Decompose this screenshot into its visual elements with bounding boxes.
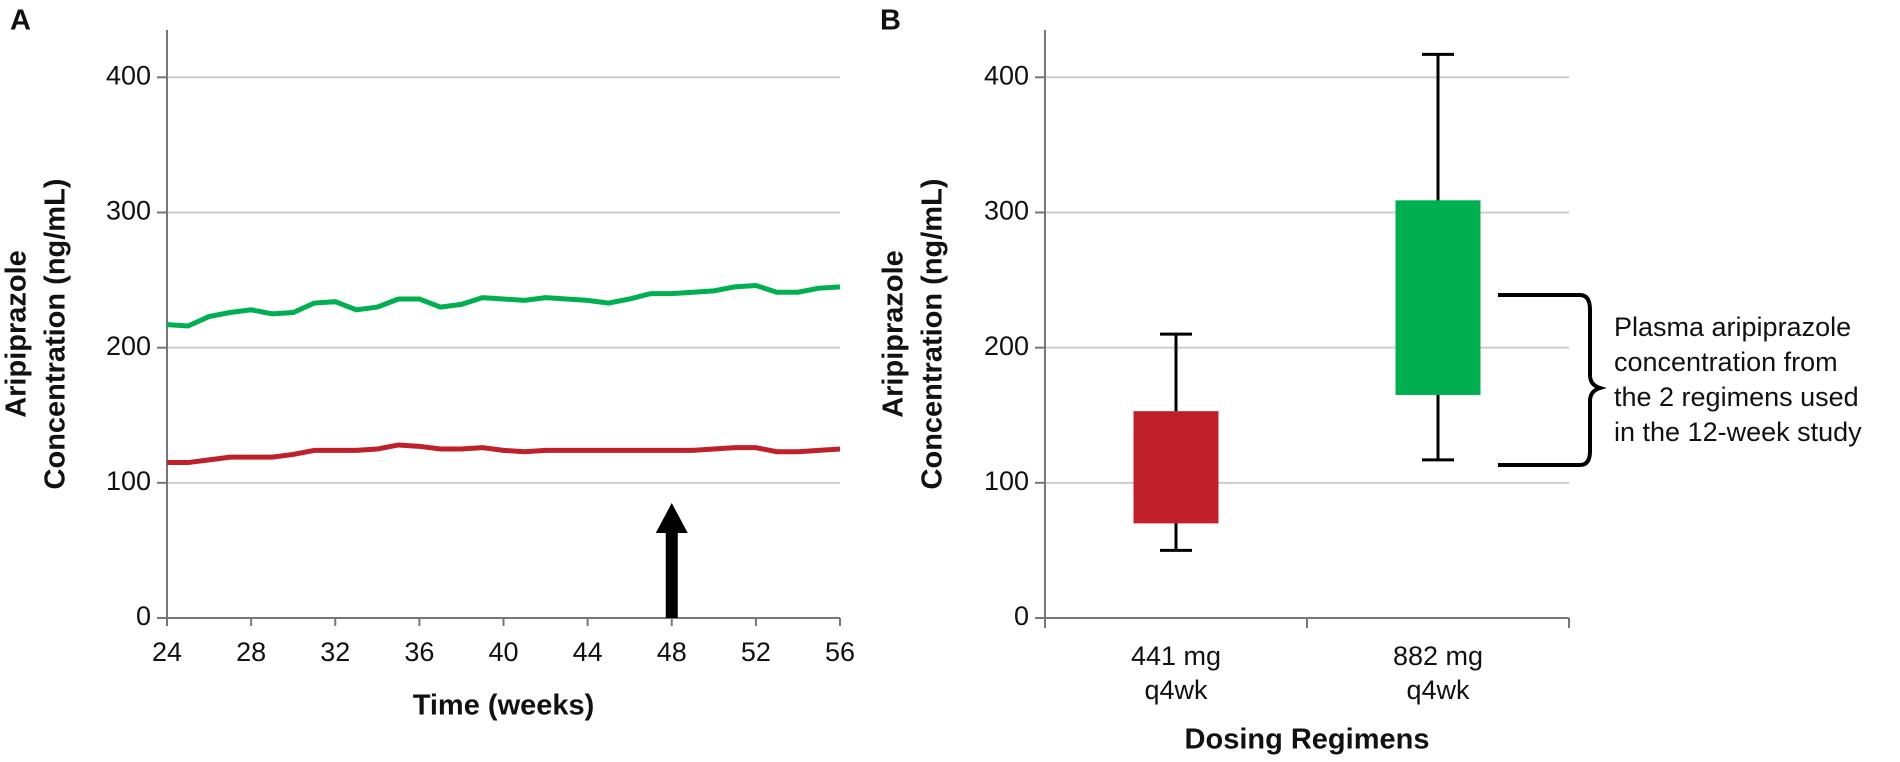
annotation: the 2 regimens used: [1614, 382, 1859, 412]
x-tick-label: 40: [488, 637, 518, 667]
y-tick-label: 300: [106, 196, 151, 226]
y-tick-label: 0: [136, 601, 151, 631]
x-tick-label: 28: [236, 637, 266, 667]
panel-label: A: [10, 5, 31, 37]
y-axis-label: Concentration (ng/mL): [917, 179, 949, 490]
arrow: [655, 503, 688, 618]
y-axis-label: Aripiprazole: [1, 250, 33, 418]
line-series: [167, 442, 841, 466]
x-tick-label: 32: [320, 637, 350, 667]
y-tick-label: 200: [106, 331, 151, 361]
y-tick-label: 100: [984, 466, 1029, 496]
annotation: Plasma aripiprazole: [1614, 312, 1851, 342]
annotation: concentration from: [1614, 347, 1838, 377]
x-tick-label: 441 mg: [1131, 641, 1221, 671]
x-axis-label: Time (weeks): [413, 690, 595, 722]
x-tick-label: 24: [152, 637, 182, 667]
x-tick-label: 48: [657, 637, 687, 667]
x-tick-label: 44: [573, 637, 603, 667]
x-axis-label: Dosing Regimens: [1185, 724, 1430, 756]
y-tick-label: 300: [984, 196, 1029, 226]
x-tick-label: q4wk: [1406, 675, 1470, 705]
panel-label: B: [880, 5, 901, 37]
y-axis-label: Aripiprazole: [878, 250, 910, 418]
y-tick-label: 400: [984, 60, 1029, 90]
y-tick-label: 200: [984, 331, 1029, 361]
x-tick-label: 882 mg: [1393, 641, 1483, 671]
line-series: [166, 282, 841, 329]
x-tick-label: 56: [825, 637, 855, 667]
x-tick-label: 36: [404, 637, 434, 667]
y-axis-label: Concentration (ng/mL): [40, 179, 72, 490]
x-tick-label: 52: [741, 637, 771, 667]
annotation: in the 12-week study: [1614, 417, 1862, 447]
brace: [1498, 293, 1607, 467]
y-tick-label: 400: [106, 60, 151, 90]
box: [1395, 200, 1481, 395]
y-tick-label: 100: [106, 466, 151, 496]
box: [1133, 411, 1219, 524]
y-tick-label: 0: [1014, 601, 1029, 631]
x-tick-label: q4wk: [1144, 675, 1208, 705]
